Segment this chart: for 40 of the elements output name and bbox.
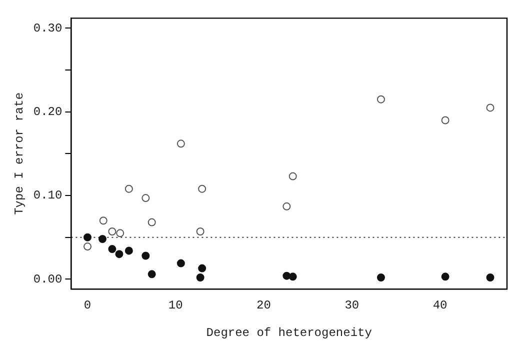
y-tick-label: 0.20 (33, 105, 62, 120)
point (198, 184, 206, 193)
point (116, 229, 124, 238)
y-tick-label: 0.00 (33, 272, 62, 286)
point (148, 270, 156, 278)
y-tick-label: 0.30 (33, 21, 62, 36)
point (441, 116, 450, 124)
point (441, 272, 450, 281)
x-tick-label: 40 (432, 298, 448, 313)
x-tick-label: 30 (344, 298, 360, 313)
x-tick-label: 10 (168, 298, 183, 313)
point (176, 259, 185, 268)
y-tick-label: 0.10 (33, 188, 62, 203)
y-axis-title: Type I error rate (12, 92, 26, 215)
point (142, 194, 150, 202)
point (124, 246, 133, 255)
point (98, 235, 106, 244)
point (148, 218, 156, 226)
point (196, 273, 204, 282)
point (288, 272, 297, 281)
point (108, 245, 116, 254)
point (99, 216, 108, 225)
x-axis-title: Degree of heterogeneity (206, 326, 372, 340)
point (176, 140, 185, 148)
point (288, 172, 297, 180)
point (115, 250, 124, 258)
point (198, 264, 206, 272)
x-tick-label: 20 (256, 298, 271, 313)
point (376, 273, 385, 282)
point (376, 95, 385, 104)
point (108, 227, 116, 236)
point (124, 184, 133, 193)
point (84, 233, 92, 242)
point (282, 202, 291, 210)
x-tick-label: 0 (84, 298, 92, 313)
point (196, 227, 204, 236)
point (486, 273, 494, 282)
point (84, 242, 92, 251)
point (142, 252, 150, 260)
point (486, 104, 494, 112)
